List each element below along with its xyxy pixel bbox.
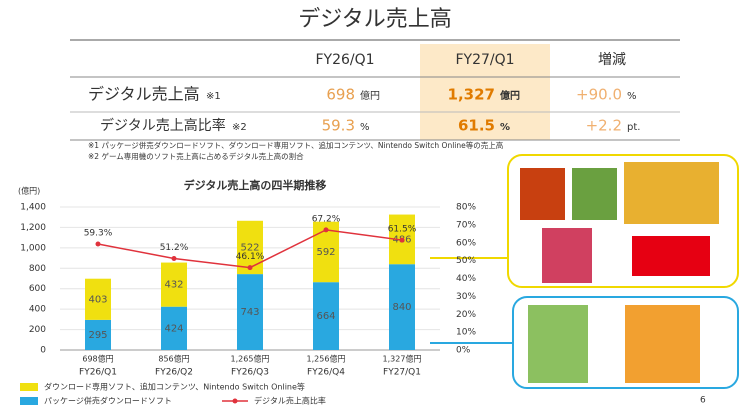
total-label: 856億円 xyxy=(158,354,189,364)
cell-unit: % xyxy=(500,122,510,133)
bar-segment xyxy=(389,264,415,350)
bar-value-label: 592 xyxy=(316,247,335,258)
y-tick-label: 0 xyxy=(40,346,46,356)
total-label: 1,327億円 xyxy=(383,354,422,364)
column-header: FY26/Q1 xyxy=(315,52,374,68)
ratio-label: 46.1% xyxy=(236,252,265,262)
y2-tick-label: 60% xyxy=(456,238,476,248)
y2-tick-label: 70% xyxy=(456,220,476,230)
legend-label: パッケージ併売ダウンロードソフト xyxy=(44,396,172,406)
footnote: ※2 ゲーム専用機のソフト売上高に占めるデジタル売上高の割合 xyxy=(88,151,304,161)
y2-tick-label: 50% xyxy=(456,256,476,266)
cell-value: 698 xyxy=(326,86,355,104)
ratio-label: 61.5% xyxy=(388,225,417,235)
page-number: 6 xyxy=(700,396,706,406)
y-tick-label: 1,400 xyxy=(20,203,46,213)
ratio-point xyxy=(171,255,177,261)
row-label: デジタル売上高比率 xyxy=(100,117,226,134)
legend-label: デジタル売上高比率 xyxy=(254,396,326,406)
bar-segment xyxy=(313,282,339,350)
bar-segment xyxy=(85,319,111,350)
x-tick-label: FY26/Q3 xyxy=(231,368,269,378)
x-tick-label: FY26/Q1 xyxy=(79,368,117,378)
bar-value-label: 522 xyxy=(240,242,259,253)
cell-unit: % xyxy=(627,91,637,102)
product-image xyxy=(542,228,592,283)
ratio-label: 51.2% xyxy=(160,243,189,253)
column-header: 増減 xyxy=(598,51,626,68)
legend-swatch xyxy=(20,383,38,391)
total-label: 1,265億円 xyxy=(231,354,270,364)
ratio-point xyxy=(323,227,329,233)
product-image xyxy=(572,168,617,220)
y2-tick-label: 20% xyxy=(456,310,476,320)
ratio-point xyxy=(399,237,405,243)
total-label: 698億円 xyxy=(82,354,113,364)
legend-label: ダウンロード専用ソフト、追加コンテンツ、Nintendo Switch Onli… xyxy=(44,382,305,392)
y2-tick-label: 80% xyxy=(456,203,476,213)
row-label: デジタル売上高 xyxy=(88,85,200,104)
ratio-label: 67.2% xyxy=(312,214,341,224)
y-axis-label: (億円) xyxy=(18,186,40,196)
row-note: ※1 xyxy=(206,91,221,102)
cell-value: 59.3 xyxy=(322,117,355,135)
bar-segment xyxy=(237,274,263,350)
x-tick-label: FY26/Q4 xyxy=(307,368,345,378)
bar-value-label: 743 xyxy=(240,307,259,318)
cell-unit: 億円 xyxy=(500,89,520,102)
y-tick-label: 400 xyxy=(29,305,46,315)
cell-unit: pt. xyxy=(627,122,640,133)
cell-value: +90.0 xyxy=(576,86,622,104)
y2-tick-label: 10% xyxy=(456,328,476,338)
y2-tick-label: 0% xyxy=(456,346,471,356)
y2-tick-label: 40% xyxy=(456,274,476,284)
bar-segment xyxy=(161,306,187,350)
row-note: ※2 xyxy=(232,122,247,133)
ratio-point xyxy=(95,241,101,247)
bar-value-label: 403 xyxy=(88,294,107,305)
y-tick-label: 800 xyxy=(29,264,46,274)
y-tick-label: 1,000 xyxy=(20,243,46,253)
footnote: ※1 パッケージ併売ダウンロードソフト、ダウンロード専用ソフト、追加コンテンツ、… xyxy=(88,140,504,150)
product-image xyxy=(624,162,719,224)
chart-title: デジタル売上高の四半期推移 xyxy=(184,178,327,192)
total-label: 1,256億円 xyxy=(307,354,346,364)
cell-unit: % xyxy=(360,122,370,133)
slide-title: デジタル売上高 xyxy=(298,7,452,32)
bar-value-label: 840 xyxy=(392,302,411,313)
highlight xyxy=(420,44,550,140)
x-tick-label: FY26/Q2 xyxy=(155,368,193,378)
cell-value: +2.2 xyxy=(586,117,622,135)
column-header: FY27/Q1 xyxy=(455,52,514,68)
y2-tick-label: 30% xyxy=(456,292,476,302)
product-image xyxy=(520,168,565,220)
product-image xyxy=(632,236,710,276)
bar-segment xyxy=(161,262,187,307)
bar-segment xyxy=(85,278,111,320)
y-tick-label: 600 xyxy=(29,284,46,294)
y-tick-label: 200 xyxy=(29,325,46,335)
bar-value-label: 295 xyxy=(88,330,107,341)
x-tick-label: FY27/Q1 xyxy=(383,368,421,378)
cell-value: 1,327 xyxy=(448,86,495,104)
legend-swatch xyxy=(20,397,38,405)
product-image xyxy=(625,305,700,383)
ratio-point xyxy=(247,265,253,271)
cell-value: 61.5 xyxy=(458,117,495,135)
bar-value-label: 432 xyxy=(164,280,183,291)
bar-value-label: 664 xyxy=(316,311,335,322)
legend-swatch xyxy=(232,398,238,404)
y-tick-label: 1,200 xyxy=(20,223,46,233)
cell-unit: 億円 xyxy=(360,89,380,102)
bar-value-label: 424 xyxy=(164,323,183,334)
ratio-label: 59.3% xyxy=(84,229,113,239)
product-image xyxy=(528,305,588,383)
